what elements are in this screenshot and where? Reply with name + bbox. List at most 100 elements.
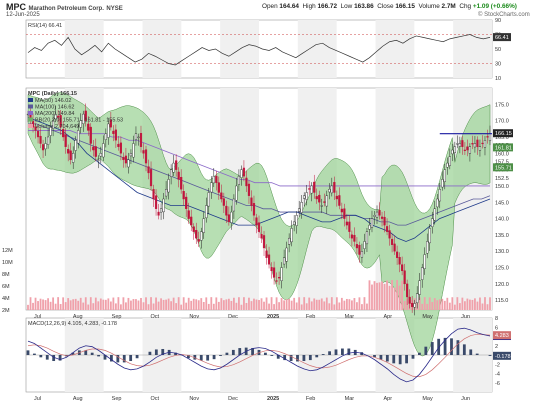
macd-histogram-bar — [154, 349, 158, 355]
volume-bar — [298, 297, 301, 310]
volume-bar — [34, 297, 37, 310]
macd-x-axis-label: Aug — [73, 396, 83, 402]
macd-tag — [493, 331, 511, 340]
candle-body — [260, 234, 263, 239]
price-y-tick: 165.0 — [495, 135, 509, 141]
volume-bar — [79, 297, 82, 310]
volume-bar — [64, 302, 67, 310]
candle-body — [255, 217, 258, 226]
candle-body — [481, 142, 484, 145]
candle-body — [262, 235, 266, 249]
macd-y-tick: -6 — [495, 381, 500, 387]
price-y-tick: 150.0 — [495, 184, 509, 190]
macd-histogram-bar — [33, 353, 36, 355]
volume-bar — [486, 304, 489, 310]
rsi-month-shade — [64, 20, 104, 78]
volume-bar — [348, 299, 351, 310]
macd-histogram-bar — [405, 355, 408, 364]
candle-body — [423, 254, 426, 269]
volume-bar — [443, 300, 446, 310]
volume-bar — [67, 298, 70, 310]
volume-bar — [428, 297, 431, 310]
macd-histogram-bar — [475, 353, 479, 355]
price-y-tick: 130.0 — [495, 249, 509, 255]
macd-histogram-bar — [308, 355, 312, 361]
candle-body — [318, 194, 321, 203]
candle-body — [124, 155, 128, 164]
volume-bar — [320, 298, 323, 310]
candle-body — [285, 247, 288, 262]
candle-body — [237, 175, 241, 185]
company-name: Marathon Petroleum Corp. — [28, 6, 104, 12]
volume-bar — [358, 297, 361, 310]
rsi-value-tag — [493, 33, 511, 42]
volume-bar — [388, 285, 391, 310]
candle-body — [350, 234, 354, 239]
candle-body — [225, 205, 228, 216]
macd-x-axis-label: Feb — [306, 396, 315, 402]
volume-bar — [463, 301, 466, 310]
candle-body — [416, 293, 419, 304]
volume-bar — [366, 303, 368, 310]
candle-body — [164, 189, 168, 197]
candle-body — [272, 267, 276, 278]
volume-bar — [456, 297, 459, 310]
candle-body — [483, 140, 487, 148]
candle-body — [315, 196, 318, 200]
candle-body — [355, 244, 359, 249]
volume-bar — [29, 297, 32, 310]
volume-tick: 12M — [2, 248, 13, 254]
candle-body — [240, 169, 243, 178]
candle-body — [295, 215, 298, 226]
candle-body — [67, 148, 70, 154]
volume-bar — [403, 300, 406, 310]
volume-bar — [255, 299, 258, 310]
volume-bar — [338, 302, 341, 310]
price-y-tick: 140.0 — [495, 217, 509, 223]
candle-body — [436, 198, 439, 208]
candle-body — [325, 195, 328, 207]
candle-body — [313, 181, 316, 193]
volume-bar — [469, 299, 471, 310]
volume-bar — [303, 297, 306, 310]
volume-bar — [220, 298, 223, 310]
candle-body — [330, 185, 333, 194]
volume-bar — [436, 300, 439, 310]
volume-bar — [227, 298, 230, 310]
volume-bar — [112, 297, 115, 310]
ma100-line — [28, 123, 491, 226]
volume-bar — [210, 297, 213, 310]
candle-body — [280, 267, 283, 281]
x-axis-label: Jun — [461, 314, 470, 320]
volume-bar — [172, 297, 175, 310]
candle-body — [338, 195, 341, 206]
volume-bar — [192, 298, 195, 310]
volume-bar — [145, 297, 147, 310]
legend-swatch — [28, 104, 33, 109]
volume-bar — [446, 297, 449, 310]
macd-histogram-bar — [58, 355, 62, 361]
macd-x-axis-label: Jun — [461, 396, 470, 402]
volume-bar — [142, 302, 145, 310]
candle-body — [64, 134, 67, 147]
candle-body — [39, 135, 42, 144]
candle-body — [375, 211, 379, 218]
macd-histogram-bar — [392, 355, 396, 364]
volume-bar — [308, 297, 311, 310]
candle-body — [488, 133, 492, 142]
volume-bar — [97, 301, 100, 310]
macd-tag-label: -0.178 — [495, 354, 511, 360]
macd-x-axis-label: Jul — [34, 396, 41, 402]
candle-body — [466, 146, 469, 151]
macd-histogram-bar — [443, 337, 447, 355]
volume-bar — [451, 297, 454, 310]
candle-body — [453, 146, 456, 154]
volume-bar — [238, 297, 240, 310]
volume-bar — [250, 301, 253, 310]
candle-body — [393, 243, 396, 252]
macd-histogram-bar — [84, 350, 88, 355]
candle-body — [44, 143, 47, 150]
macd-histogram-bar — [231, 349, 235, 355]
rsi-y-tick: 30 — [495, 62, 501, 68]
macd-histogram-bar — [334, 349, 338, 355]
